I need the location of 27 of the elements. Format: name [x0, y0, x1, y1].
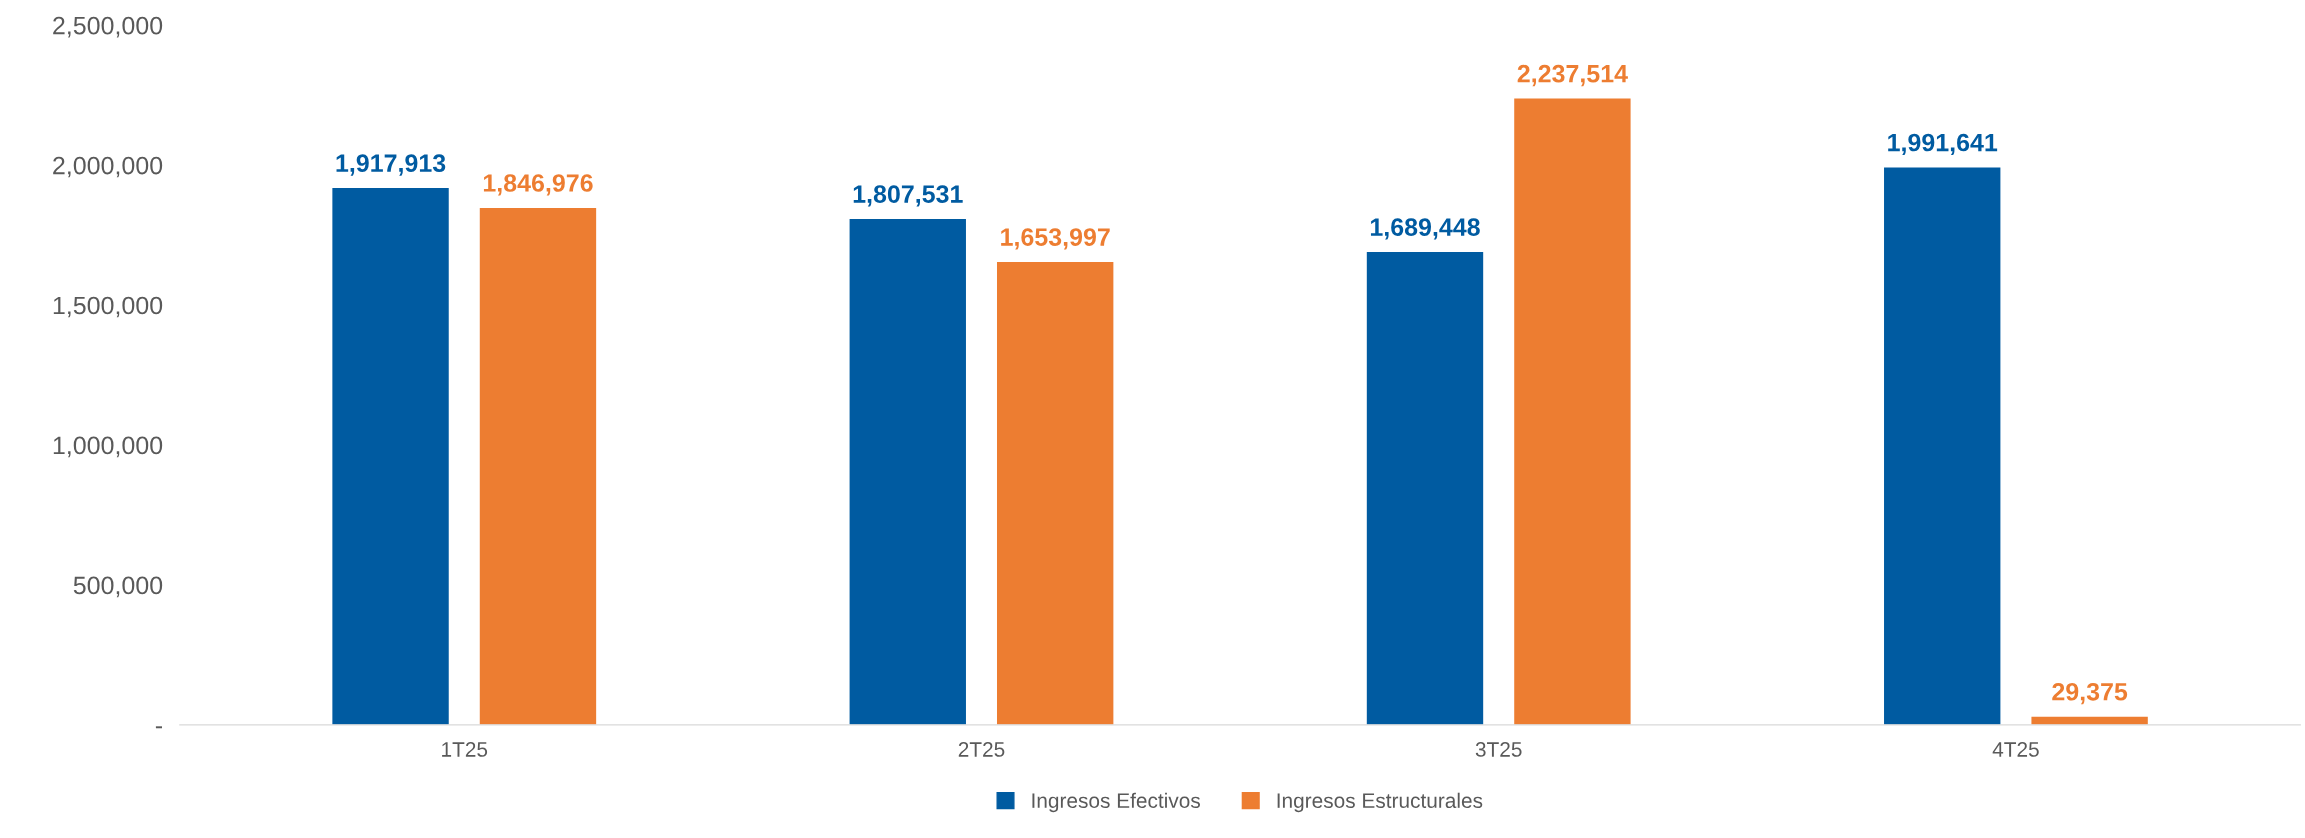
text: 1,807,531: [853, 185, 963, 207]
text: 29,375: [2052, 682, 2128, 705]
x-tick-label: 3T25: [1475, 742, 1522, 757]
bar: [1884, 167, 2001, 725]
legend-label: Ingresos Estructurales: [1277, 792, 1483, 813]
legend-label: Ingresos Efectivos: [1032, 792, 1200, 813]
text: 2,237,514: [1517, 64, 1628, 87]
bar: [479, 207, 597, 725]
x-tick-label: 4T25: [1992, 742, 2039, 757]
text: 1,846,976: [483, 174, 593, 196]
y-tick-label: 2,000,000: [53, 156, 163, 178]
bar: [1366, 252, 1484, 725]
bar: [332, 188, 449, 725]
y-tick-label: 1,500,000: [53, 296, 163, 318]
y-tick-label: 2,500,000: [53, 16, 163, 38]
text: 1,689,448: [1370, 218, 1480, 240]
bar: [1514, 98, 1631, 725]
y-tick-label: 1,000,000: [53, 436, 163, 458]
x-tick-label: 2T25: [958, 742, 1005, 757]
text: 1,917,913: [336, 154, 446, 176]
text: 1,991,641: [1888, 133, 1998, 155]
y-tick-label: 500,000: [73, 576, 163, 598]
bar: [997, 261, 1114, 725]
bar: [849, 218, 966, 725]
y-tick-label: -: [155, 726, 163, 729]
x-tick-label: 1T25: [442, 742, 488, 757]
text: 1,653,997: [1001, 228, 1110, 250]
